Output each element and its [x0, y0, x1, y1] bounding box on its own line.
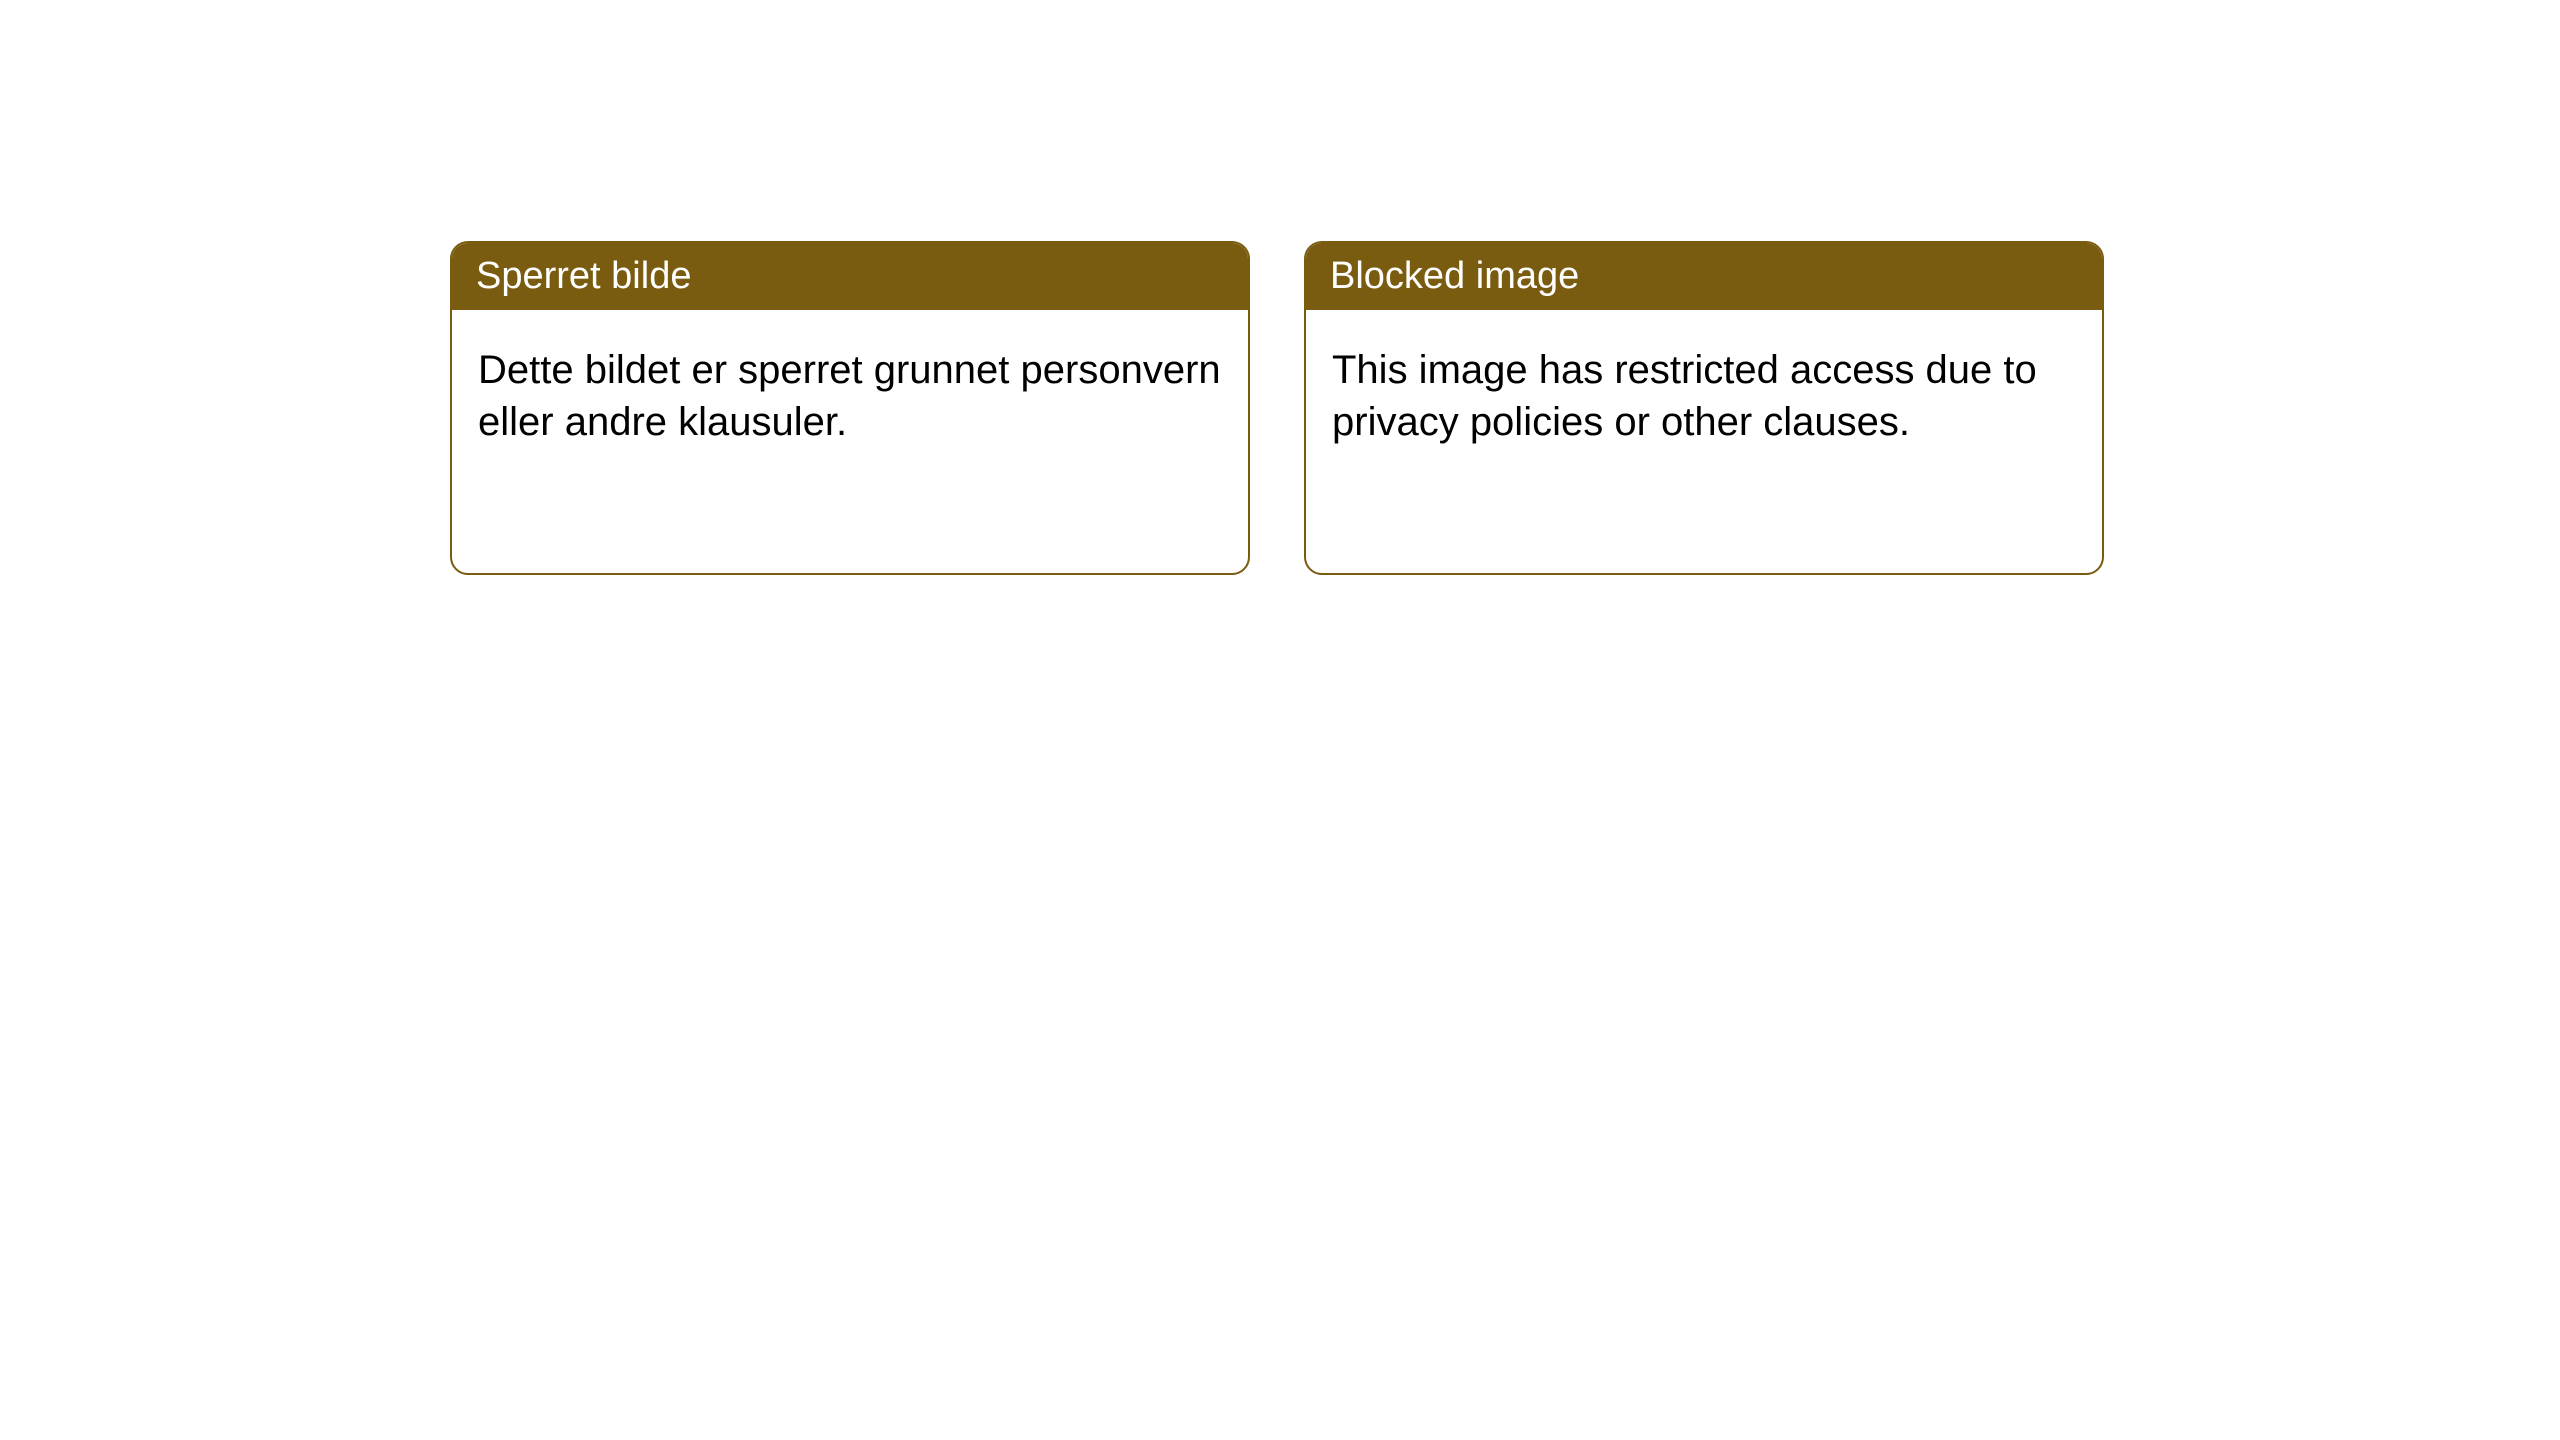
card-body: Dette bildet er sperret grunnet personve… — [452, 310, 1248, 482]
card-header: Blocked image — [1306, 243, 2102, 310]
notice-container: Sperret bilde Dette bildet er sperret gr… — [450, 241, 2104, 575]
notice-card-norwegian: Sperret bilde Dette bildet er sperret gr… — [450, 241, 1250, 575]
card-header: Sperret bilde — [452, 243, 1248, 310]
card-body: This image has restricted access due to … — [1306, 310, 2102, 482]
notice-card-english: Blocked image This image has restricted … — [1304, 241, 2104, 575]
